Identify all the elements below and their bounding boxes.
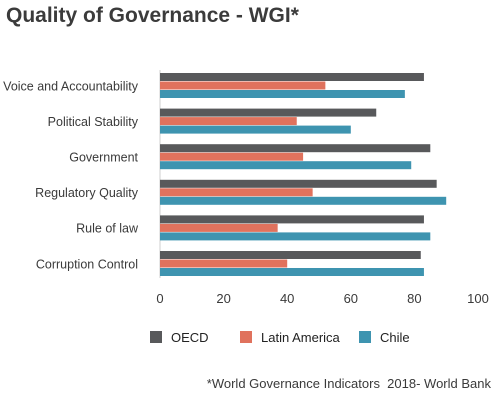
bar-oecd	[160, 179, 437, 188]
bar-oecd	[160, 215, 424, 224]
legend-swatch	[359, 331, 371, 343]
bar-latin-america	[160, 117, 297, 126]
bar-oecd	[160, 251, 421, 259]
x-tick-label: 60	[344, 291, 358, 306]
legend-label: Chile	[380, 330, 410, 345]
category-label: Political Stability	[48, 115, 139, 129]
bar-chile	[160, 268, 424, 276]
bar-oecd	[160, 144, 431, 153]
bar-chile	[160, 196, 447, 205]
bar-oecd	[160, 108, 377, 117]
legend-swatch	[240, 331, 252, 343]
bar-chile	[160, 125, 351, 134]
x-tick-label: 0	[156, 291, 163, 306]
bar-latin-america	[160, 259, 288, 268]
bar-latin-america	[160, 223, 278, 232]
legend-label: OECD	[171, 330, 209, 345]
legend-label: Latin America	[261, 330, 341, 345]
category-label: Regulatory Quality	[35, 186, 139, 200]
x-tick-label: 80	[407, 291, 421, 306]
bars	[160, 73, 447, 276]
bar-latin-america	[160, 81, 326, 90]
x-tick-label: 100	[467, 291, 489, 306]
category-labels: Voice and Accountability Political Stabil…	[3, 79, 139, 271]
x-tick-label: 40	[280, 291, 294, 306]
x-tick-label: 20	[216, 291, 230, 306]
category-label: Corruption Control	[36, 257, 138, 271]
bar-chile	[160, 161, 412, 170]
bar-oecd	[160, 73, 424, 81]
bar-latin-america	[160, 152, 304, 161]
bar-chile	[160, 90, 405, 98]
chart-title: Quality of Governance - WGI*	[6, 4, 299, 27]
x-tick-labels: 0 20 40 60 80 100	[156, 291, 488, 306]
category-label: Rule of law	[76, 222, 139, 236]
source-footnote: *World Governance Indicators 2018- World…	[206, 376, 491, 391]
category-label: Government	[69, 150, 138, 164]
bar-chile	[160, 232, 431, 241]
category-label: Voice and Accountability	[3, 79, 139, 93]
legend: OECD Latin America Chile	[150, 330, 410, 345]
bar-latin-america	[160, 188, 313, 197]
legend-swatch	[150, 331, 162, 343]
